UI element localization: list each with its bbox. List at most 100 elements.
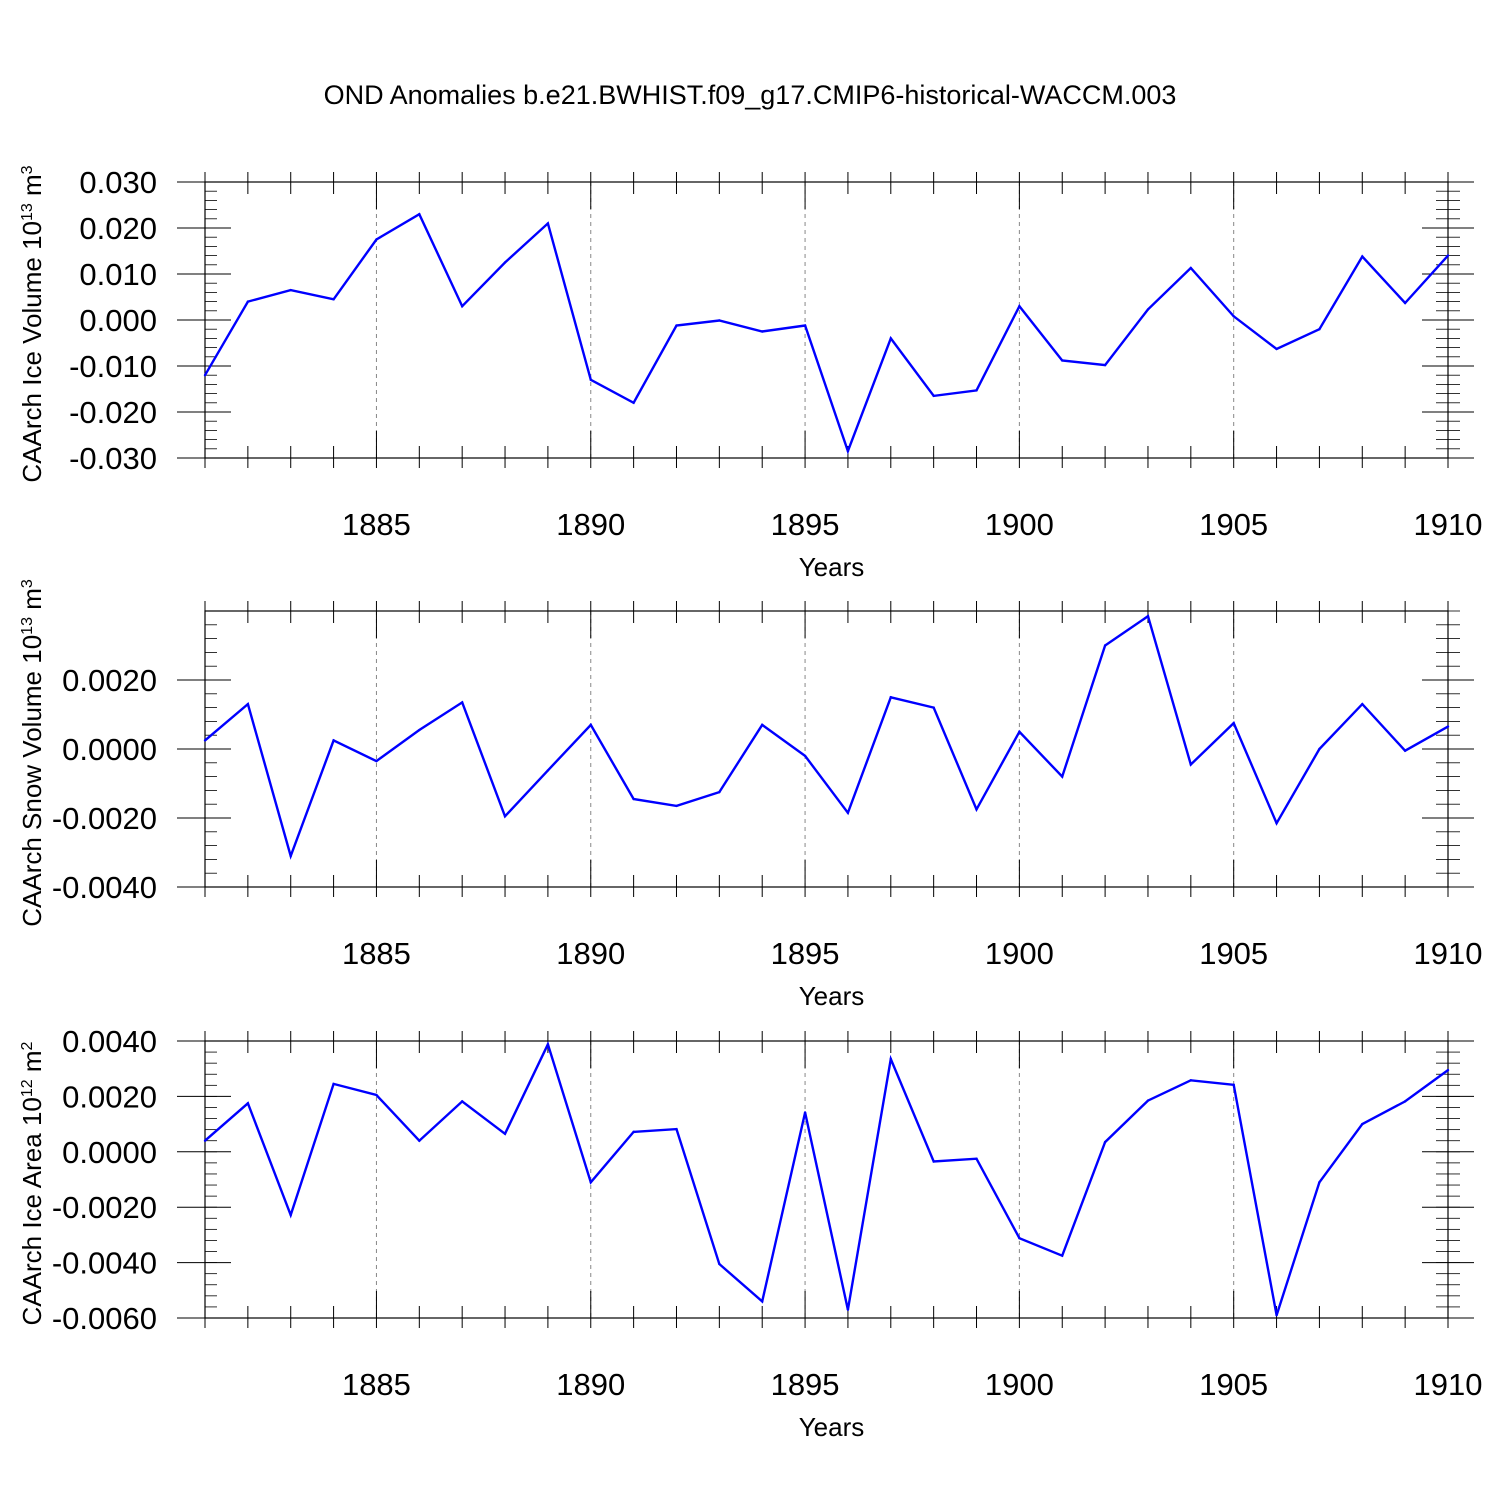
panel-2-data-point-1898 [932, 706, 935, 709]
panel-2-data-point-1888 [503, 815, 507, 818]
panel-2-xtick-label-1905: 1905 [1199, 936, 1268, 971]
panel-1-xtick-label-1895: 1895 [771, 507, 840, 542]
panel-1-data-point-1900 [1018, 305, 1021, 308]
panel-2-xtick-label-1895: 1895 [771, 936, 840, 971]
panel-3-data-point-1905 [1232, 1083, 1235, 1086]
panel-3-data-point-1894 [761, 1300, 764, 1303]
panel-2-xtick-label-1900: 1900 [985, 936, 1054, 971]
panel-1-data-point-1891 [632, 401, 635, 404]
panel-2-data-point-1902 [1103, 644, 1107, 647]
panel-1-ytick-label-1: -0.020 [69, 395, 157, 430]
panel-3-ytick-label-0: -0.0060 [52, 1301, 157, 1336]
panel-2-data-point-1881 [203, 739, 207, 742]
panel-2-data-point-1905 [1232, 721, 1235, 725]
panel-1-data-point-1901 [1061, 359, 1064, 362]
panel-1-xlabel: Years [799, 552, 865, 582]
panel-1-ytick-label-5: 0.020 [79, 211, 157, 246]
panel-3-data-point-1903 [1146, 1099, 1150, 1102]
panel-2-data-point-1896 [846, 811, 850, 815]
panel-3-data-point-1892 [675, 1127, 678, 1131]
panel-1-xtick-label-1910: 1910 [1414, 507, 1483, 542]
panel-3-data-point-1883 [289, 1213, 292, 1217]
panel-2-data-point-1910 [1446, 725, 1450, 728]
panel-3-data-point-1902 [1103, 1140, 1107, 1144]
panel-2-data-point-1901 [1061, 775, 1064, 778]
panel-1-data-point-1884 [332, 298, 335, 301]
panel-1-data-point-1895 [803, 324, 807, 327]
panel-3-data-point-1908 [1361, 1122, 1364, 1126]
panel-2-data-point-1889 [546, 769, 550, 772]
panel-2-data-point-1883 [289, 854, 292, 858]
panel-2-xtick-label-1910: 1910 [1414, 936, 1483, 971]
panel-2-data-point-1884 [332, 739, 335, 742]
panel-1-data-point-1885 [375, 238, 378, 241]
panel-1-data-point-1893 [718, 319, 721, 322]
panel-1-data-point-1906 [1275, 347, 1278, 351]
panel-2-data-point-1909 [1403, 749, 1407, 752]
panel-1-data-point-1882 [246, 300, 250, 303]
panel-3-ytick-label-5: 0.0040 [62, 1024, 157, 1059]
panel-1-data-point-1889 [546, 222, 550, 225]
panel-2-xtick-label-1890: 1890 [556, 936, 625, 971]
panel-3-data-point-1899 [975, 1157, 978, 1160]
panel-1-data-point-1903 [1146, 308, 1150, 311]
panel-2-ytick-label-1: -0.0020 [52, 801, 157, 836]
panel-3-xtick-label-1905: 1905 [1199, 1367, 1268, 1402]
panel-3-data-point-1887 [460, 1100, 464, 1103]
panel-3-data-point-1897 [889, 1057, 892, 1061]
panel-1-xtick-label-1885: 1885 [342, 507, 411, 542]
panel-2-data-point-1893 [718, 790, 721, 794]
panel-3-data-point-1886 [418, 1139, 421, 1142]
panel-3-xtick-label-1885: 1885 [342, 1367, 411, 1402]
panel-3-xtick-label-1910: 1910 [1414, 1367, 1483, 1402]
panel-2-data-point-1891 [632, 797, 635, 801]
panel-1-series-line [203, 212, 1449, 455]
panel-1-ytick-label-3: 0.000 [79, 303, 157, 338]
panel-3-data-point-1893 [718, 1262, 721, 1266]
panel-2-data-point-1906 [1275, 821, 1278, 825]
panel-1-data-point-1899 [975, 389, 978, 392]
panel-1-data-point-1910 [1446, 254, 1450, 257]
panel-3-xtick-label-1900: 1900 [985, 1367, 1054, 1402]
panel-1-data-point-1881 [203, 374, 207, 377]
panel-3-ylabel: CAArch Ice Area 1012 m2 [17, 1041, 47, 1325]
panel-2-data-point-1887 [460, 701, 464, 704]
panel-3-series-line [204, 1041, 1449, 1316]
panel-3-data-point-1891 [632, 1130, 635, 1134]
panel-3-data-point-1904 [1189, 1079, 1193, 1082]
panel-1-data-point-1896 [846, 449, 850, 453]
panel-2-ytick-label-2: 0.0000 [62, 732, 157, 767]
panel-1-data-point-1905 [1232, 315, 1235, 318]
panel-2-data-point-1897 [889, 696, 892, 699]
panel-3-xlabel: Years [799, 1412, 865, 1442]
panel-3-data-point-1900 [1018, 1237, 1021, 1240]
panel-2-xtick-label-1885: 1885 [342, 936, 411, 971]
panel-1-ylabel: CAArch Ice Volume 1013 m3 [17, 165, 47, 482]
panel-1-data-point-1883 [289, 288, 292, 292]
panel-1-data-point-1887 [460, 305, 464, 308]
panel-1-xtick-label-1905: 1905 [1199, 507, 1268, 542]
panel-3-data-point-1896 [846, 1308, 850, 1311]
panel-3-data-point-1884 [332, 1082, 335, 1086]
panel-3-ytick-label-2: -0.0020 [52, 1190, 157, 1225]
panel-3-xtick-label-1890: 1890 [556, 1367, 625, 1402]
panel-2-data-point-1899 [975, 808, 978, 811]
panel-3-data-point-1906 [1275, 1314, 1278, 1317]
panel-1-data-point-1902 [1103, 363, 1107, 367]
panel-3-data-point-1885 [375, 1093, 378, 1097]
panel-2-data-point-1895 [803, 754, 807, 758]
panel-3-data-point-1890 [589, 1181, 592, 1184]
chart-title: OND Anomalies b.e21.BWHIST.f09_g17.CMIP6… [323, 80, 1177, 110]
panel-3-data-point-1909 [1403, 1100, 1407, 1103]
panel-3-frame [204, 1040, 1449, 1319]
panel-2-data-point-1907 [1318, 747, 1321, 751]
panel-3-data-point-1910 [1446, 1068, 1450, 1072]
panel-1-data-point-1907 [1318, 328, 1321, 331]
panel-2-data-point-1900 [1018, 730, 1021, 733]
panel-1-ytick-label-6: 0.030 [79, 165, 157, 200]
panel-3-data-point-1907 [1318, 1181, 1321, 1184]
panel-3-xtick-label-1895: 1895 [771, 1367, 840, 1402]
panel-1-data-point-1898 [932, 394, 935, 398]
panel-2-data-point-1885 [375, 759, 378, 763]
